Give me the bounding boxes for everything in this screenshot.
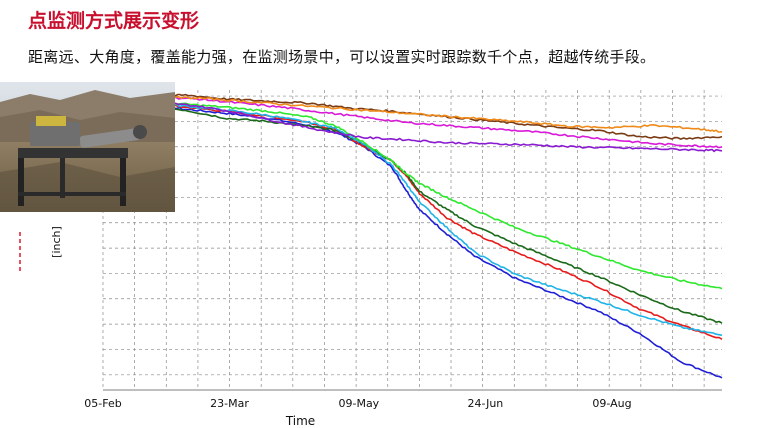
series-line: [103, 94, 723, 133]
slide-subtitle: 距离远、大角度，覆盖能力强，在监测场景中，可以设置实时跟踪数千个点，超越传统手段…: [28, 48, 656, 66]
x-tick-label: 09-May: [338, 397, 379, 410]
x-tick-label: 05-Feb: [84, 397, 121, 410]
series-line: [102, 94, 723, 324]
series-line: [102, 95, 723, 337]
series-line: [102, 96, 723, 290]
deformation-chart: 05-Feb23-Mar09-May24-Jun09-AugTime0.00-2…: [0, 82, 766, 428]
y-axis-title: [inch]: [50, 226, 63, 258]
series-line: [102, 95, 723, 379]
x-tick-label: 23-Mar: [210, 397, 249, 410]
series-line: [102, 94, 723, 149]
monitoring-instrument-photo-icon: [0, 82, 175, 212]
x-tick-label: 24-Jun: [468, 397, 504, 410]
x-tick-label: 09-Aug: [592, 397, 631, 410]
series-line: [102, 94, 723, 153]
chart-grid: [102, 90, 722, 390]
slide-title: 点监测方式展示变形: [28, 10, 200, 32]
series-line: [103, 93, 723, 140]
chart-series: [102, 93, 723, 379]
x-axis-title: Time: [285, 414, 315, 428]
series-line: [102, 94, 723, 340]
